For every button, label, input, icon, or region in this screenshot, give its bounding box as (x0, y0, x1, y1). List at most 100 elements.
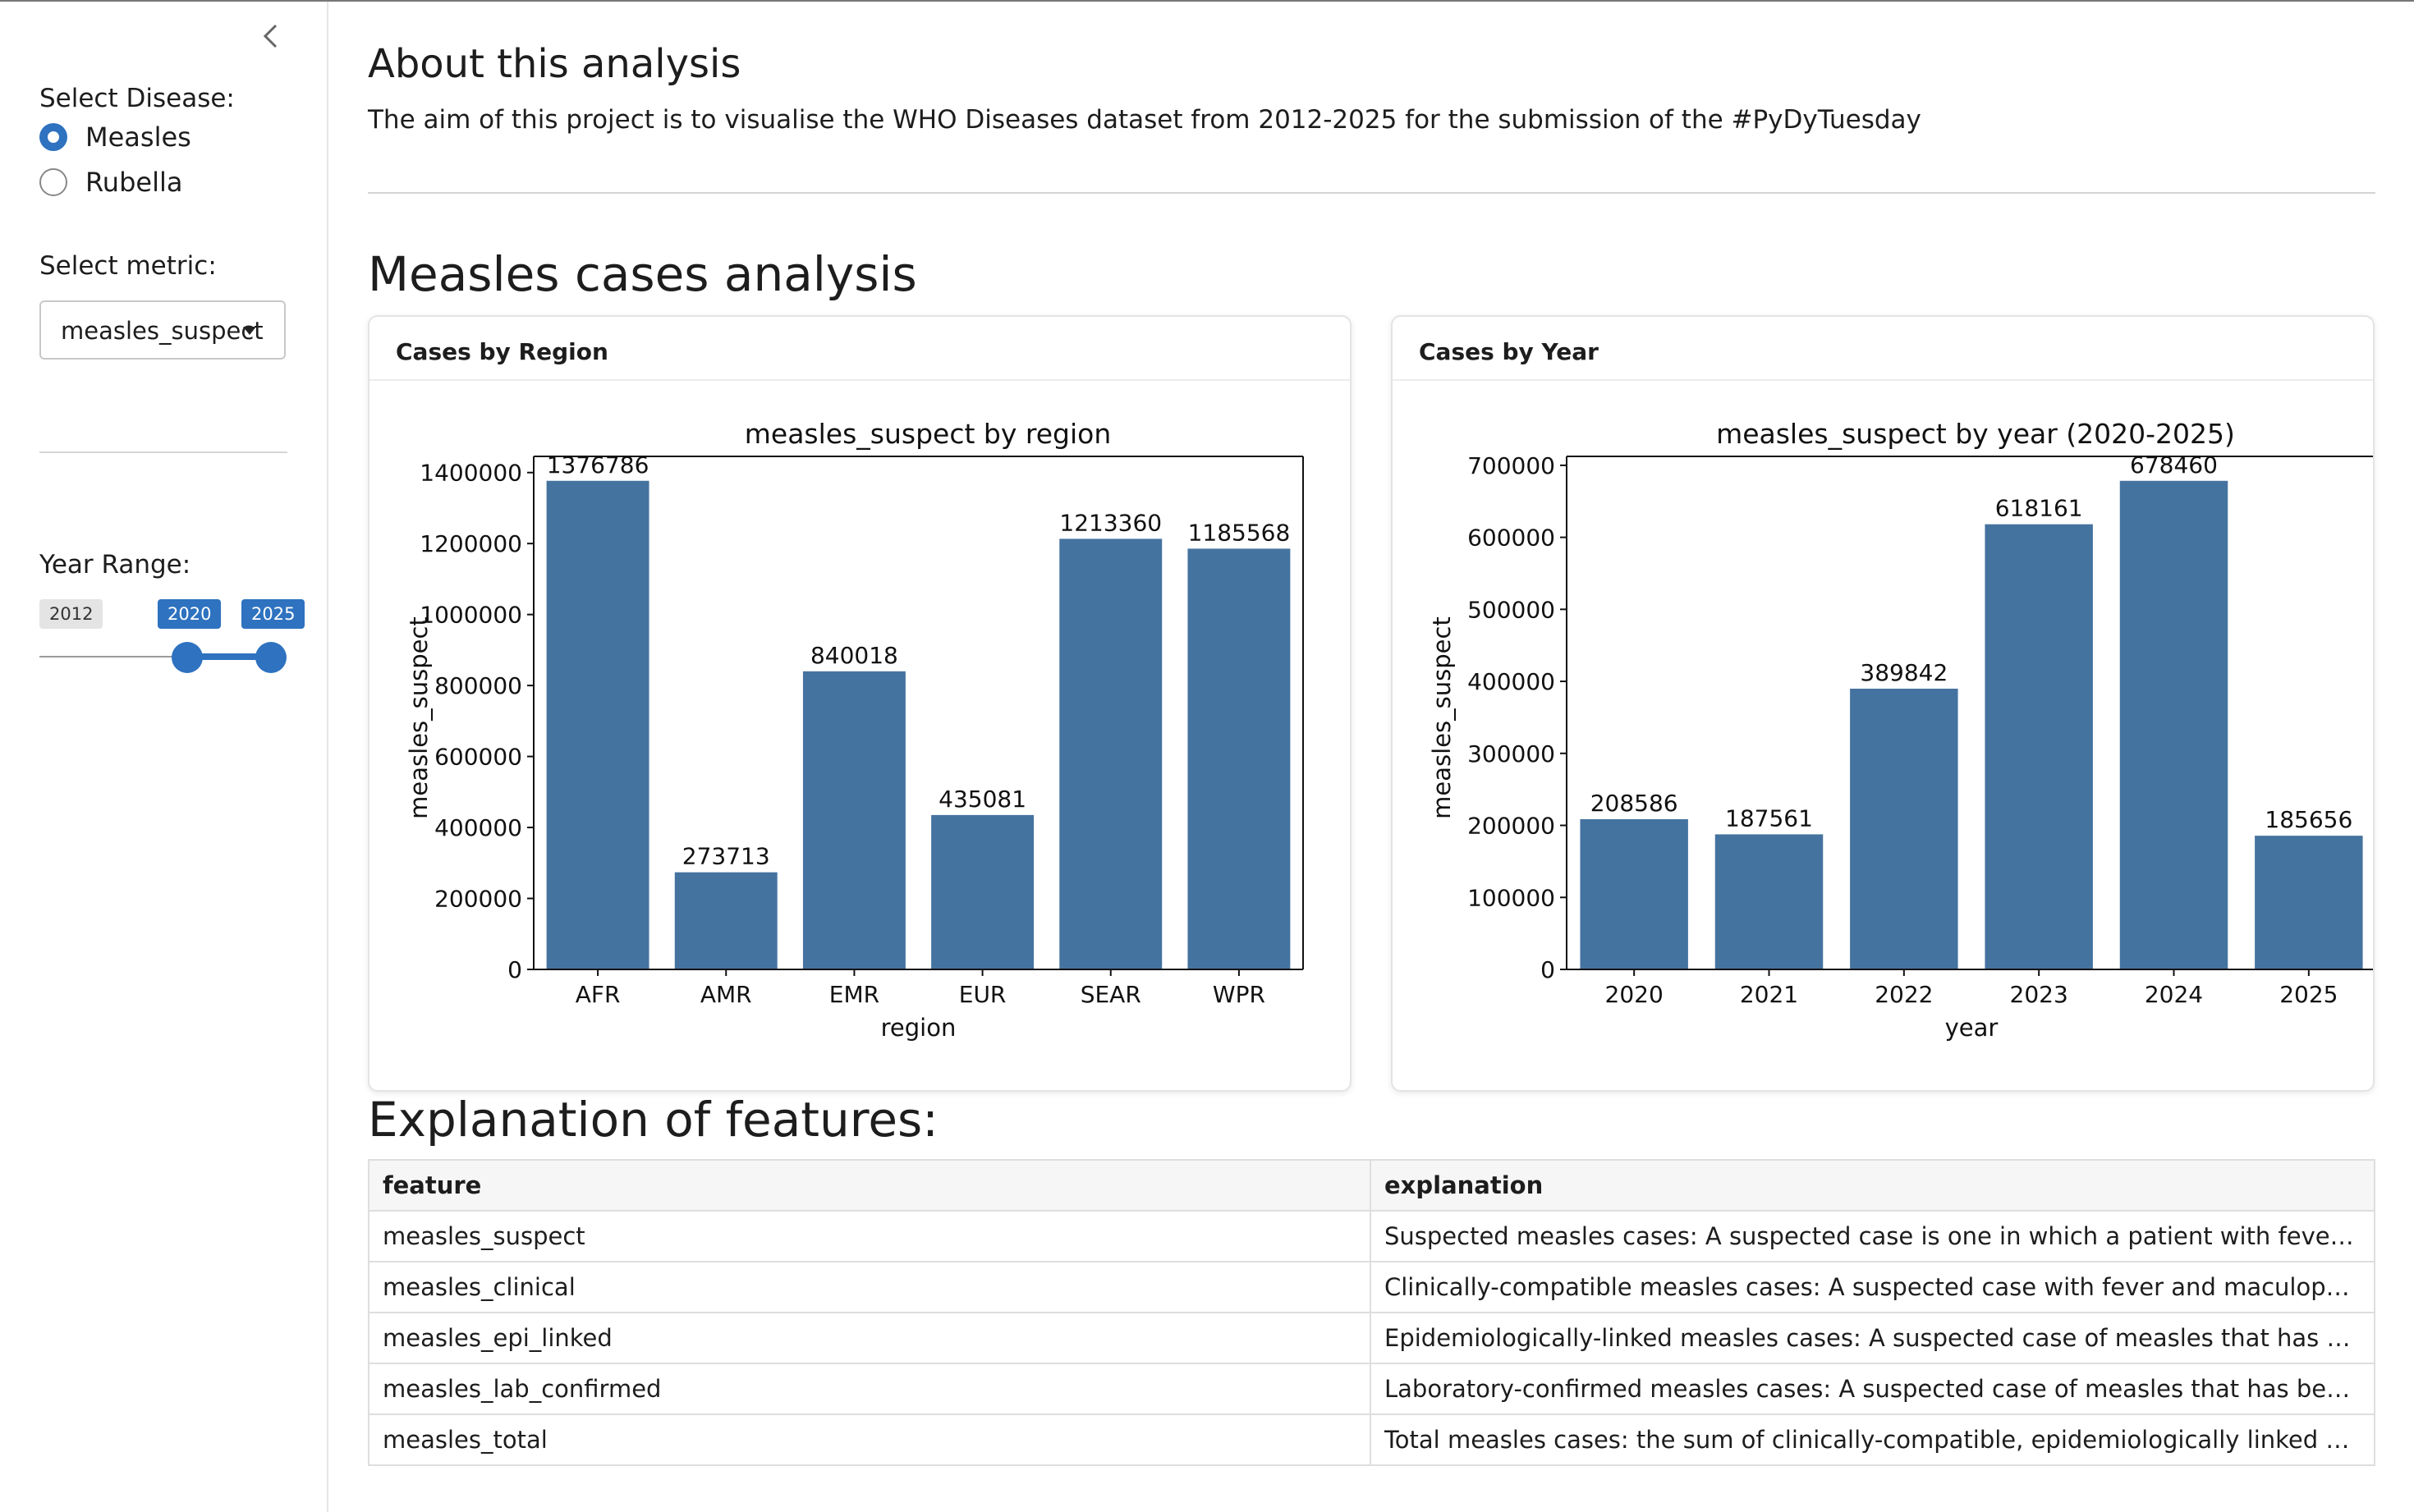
x-tick-label-EMR: EMR (829, 981, 879, 1008)
radio-label-measles: Measles (85, 121, 191, 153)
feature-cell: measles_epi_linked (368, 1312, 1371, 1364)
y-tick-label: 800000 (434, 672, 522, 699)
radio-label-rubella: Rubella (85, 167, 183, 198)
x-tick-label-SEAR: SEAR (1081, 981, 1141, 1008)
card-cases-by-year: Cases by Year measles_suspect by year (2… (1391, 315, 2375, 1092)
sidebar: Select Disease: Measles Rubella Select m… (0, 2, 328, 1512)
column-header-explanation[interactable]: explanation (1370, 1159, 2375, 1212)
year-bar-chart: measles_suspect by year (2020-2025) 20858… (1428, 418, 2373, 1042)
slider-to-label: 2025 (241, 599, 305, 629)
data-label-EMR: 840018 (810, 642, 898, 669)
data-label-WPR: 1185568 (1188, 519, 1291, 546)
bar-2025 (2255, 836, 2363, 969)
table-row[interactable]: measles_lab_confirmed Laboratory-confirm… (368, 1363, 2375, 1415)
data-label-2022: 389842 (1860, 659, 1948, 686)
x-axis-label: region (881, 1014, 957, 1042)
sidebar-divider (39, 451, 287, 453)
region-bar-chart: measles_suspect by region 1376786 AFR 27371… (405, 418, 1304, 1042)
radio-measles[interactable]: Measles (39, 121, 191, 153)
y-tick-label: 100000 (1467, 884, 1555, 911)
y-tick-label: 400000 (1467, 668, 1555, 695)
metric-select-value: measles_suspect (61, 317, 264, 345)
data-label-AFR: 1376786 (547, 451, 649, 479)
y-tick-label: 300000 (1467, 740, 1555, 767)
year-range-label: Year Range: (39, 550, 191, 580)
y-tick-label: 0 (1540, 956, 1555, 983)
features-title: Explanation of features: (368, 1092, 939, 1148)
features-table: feature explanation measles_suspect Susp… (368, 1159, 2375, 1466)
data-label-2024: 678460 (2130, 451, 2218, 479)
chevron-down-icon (243, 327, 256, 335)
y-tick-label: 400000 (434, 814, 522, 841)
radio-rubella[interactable]: Rubella (39, 167, 182, 198)
explanation-cell: Suspected measles cases: A suspected cas… (1370, 1210, 2375, 1262)
bar-AFR (546, 480, 649, 969)
feature-cell: measles_clinical (368, 1261, 1371, 1313)
x-tick-label-EUR: EUR (959, 981, 1007, 1008)
explanation-cell: Laboratory-confirmed measles cases: A su… (1370, 1363, 2375, 1415)
column-header-feature[interactable]: feature (368, 1159, 1371, 1212)
section-title: Measles cases analysis (368, 246, 917, 302)
slider-handle-to[interactable] (255, 642, 287, 673)
chart-title: measles_suspect by region (745, 418, 1111, 450)
y-tick-label: 200000 (1467, 813, 1555, 840)
data-label-SEAR: 1213360 (1059, 509, 1162, 536)
y-tick-label: 500000 (1467, 596, 1555, 623)
y-tick-label: 1400000 (420, 460, 522, 487)
bar-SEAR (1059, 538, 1163, 969)
table-row[interactable]: measles_suspect Suspected measles cases:… (368, 1210, 2375, 1262)
x-tick-label-WPR: WPR (1213, 981, 1265, 1008)
data-label-2020: 208586 (1590, 790, 1678, 817)
bar-2024 (2119, 480, 2228, 969)
radio-indicator[interactable] (39, 123, 67, 151)
data-label-2021: 187561 (1725, 804, 1813, 832)
bar-2023 (1985, 524, 2093, 969)
bar-EUR (931, 814, 1035, 969)
x-axis-label: year (1945, 1014, 1999, 1042)
card-header: Cases by Region (369, 317, 1350, 381)
explanation-cell: Clinically-compatible measles cases: A s… (1370, 1261, 2375, 1313)
radio-indicator[interactable] (39, 168, 67, 196)
bar-WPR (1187, 548, 1291, 969)
x-tick-label-2025: 2025 (2279, 981, 2338, 1008)
x-tick-label-2021: 2021 (1740, 981, 1798, 1008)
bar-2022 (1850, 688, 1958, 969)
y-tick-label: 0 (507, 956, 522, 983)
x-tick-label-2024: 2024 (2145, 981, 2203, 1008)
y-axis-label: measles_suspect (1428, 616, 1456, 819)
data-label-EUR: 435081 (939, 786, 1026, 813)
slider-track[interactable] (39, 656, 271, 657)
slider-selected-range (187, 653, 271, 660)
x-tick-label-AMR: AMR (700, 981, 752, 1008)
explanation-cell: Epidemiologically-linked measles cases: … (1370, 1312, 2375, 1364)
bar-EMR (802, 671, 906, 969)
y-tick-label: 1000000 (420, 602, 522, 629)
disease-label: Select Disease: (39, 84, 235, 113)
table-row[interactable]: measles_clinical Clinically-compatible m… (368, 1261, 2375, 1313)
table-row[interactable]: measles_total Total measles cases: the s… (368, 1413, 2375, 1466)
about-text: The aim of this project is to visualise … (368, 105, 1921, 135)
x-tick-label-AFR: AFR (576, 981, 621, 1008)
bar-2021 (1714, 834, 1824, 969)
metric-select[interactable]: measles_suspect (39, 300, 286, 360)
x-tick-label-2023: 2023 (2010, 981, 2068, 1008)
slider-handle-from[interactable] (172, 642, 203, 673)
y-tick-label: 700000 (1467, 452, 1555, 479)
metric-label: Select metric: (39, 251, 217, 281)
y-tick-label: 1200000 (420, 530, 522, 557)
y-tick-label: 600000 (434, 744, 522, 771)
table-row[interactable]: measles_epi_linked Epidemiologically-lin… (368, 1312, 2375, 1364)
data-label-2025: 185656 (2265, 806, 2352, 833)
chevron-left-icon[interactable] (261, 23, 279, 54)
y-tick-label: 600000 (1467, 525, 1555, 552)
section-divider (368, 192, 2375, 194)
card-header: Cases by Year (1393, 317, 2373, 381)
bar-AMR (674, 872, 778, 969)
card-cases-by-region: Cases by Region measles_suspect by regio… (368, 315, 1352, 1092)
x-tick-label-2020: 2020 (1605, 981, 1664, 1008)
slider-from-label: 2020 (158, 599, 222, 629)
explanation-cell: Total measles cases: the sum of clinical… (1370, 1413, 2375, 1466)
x-tick-label-2022: 2022 (1875, 981, 1933, 1008)
chart-title: measles_suspect by year (2020-2025) (1716, 418, 2235, 450)
about-title: About this analysis (368, 41, 741, 87)
